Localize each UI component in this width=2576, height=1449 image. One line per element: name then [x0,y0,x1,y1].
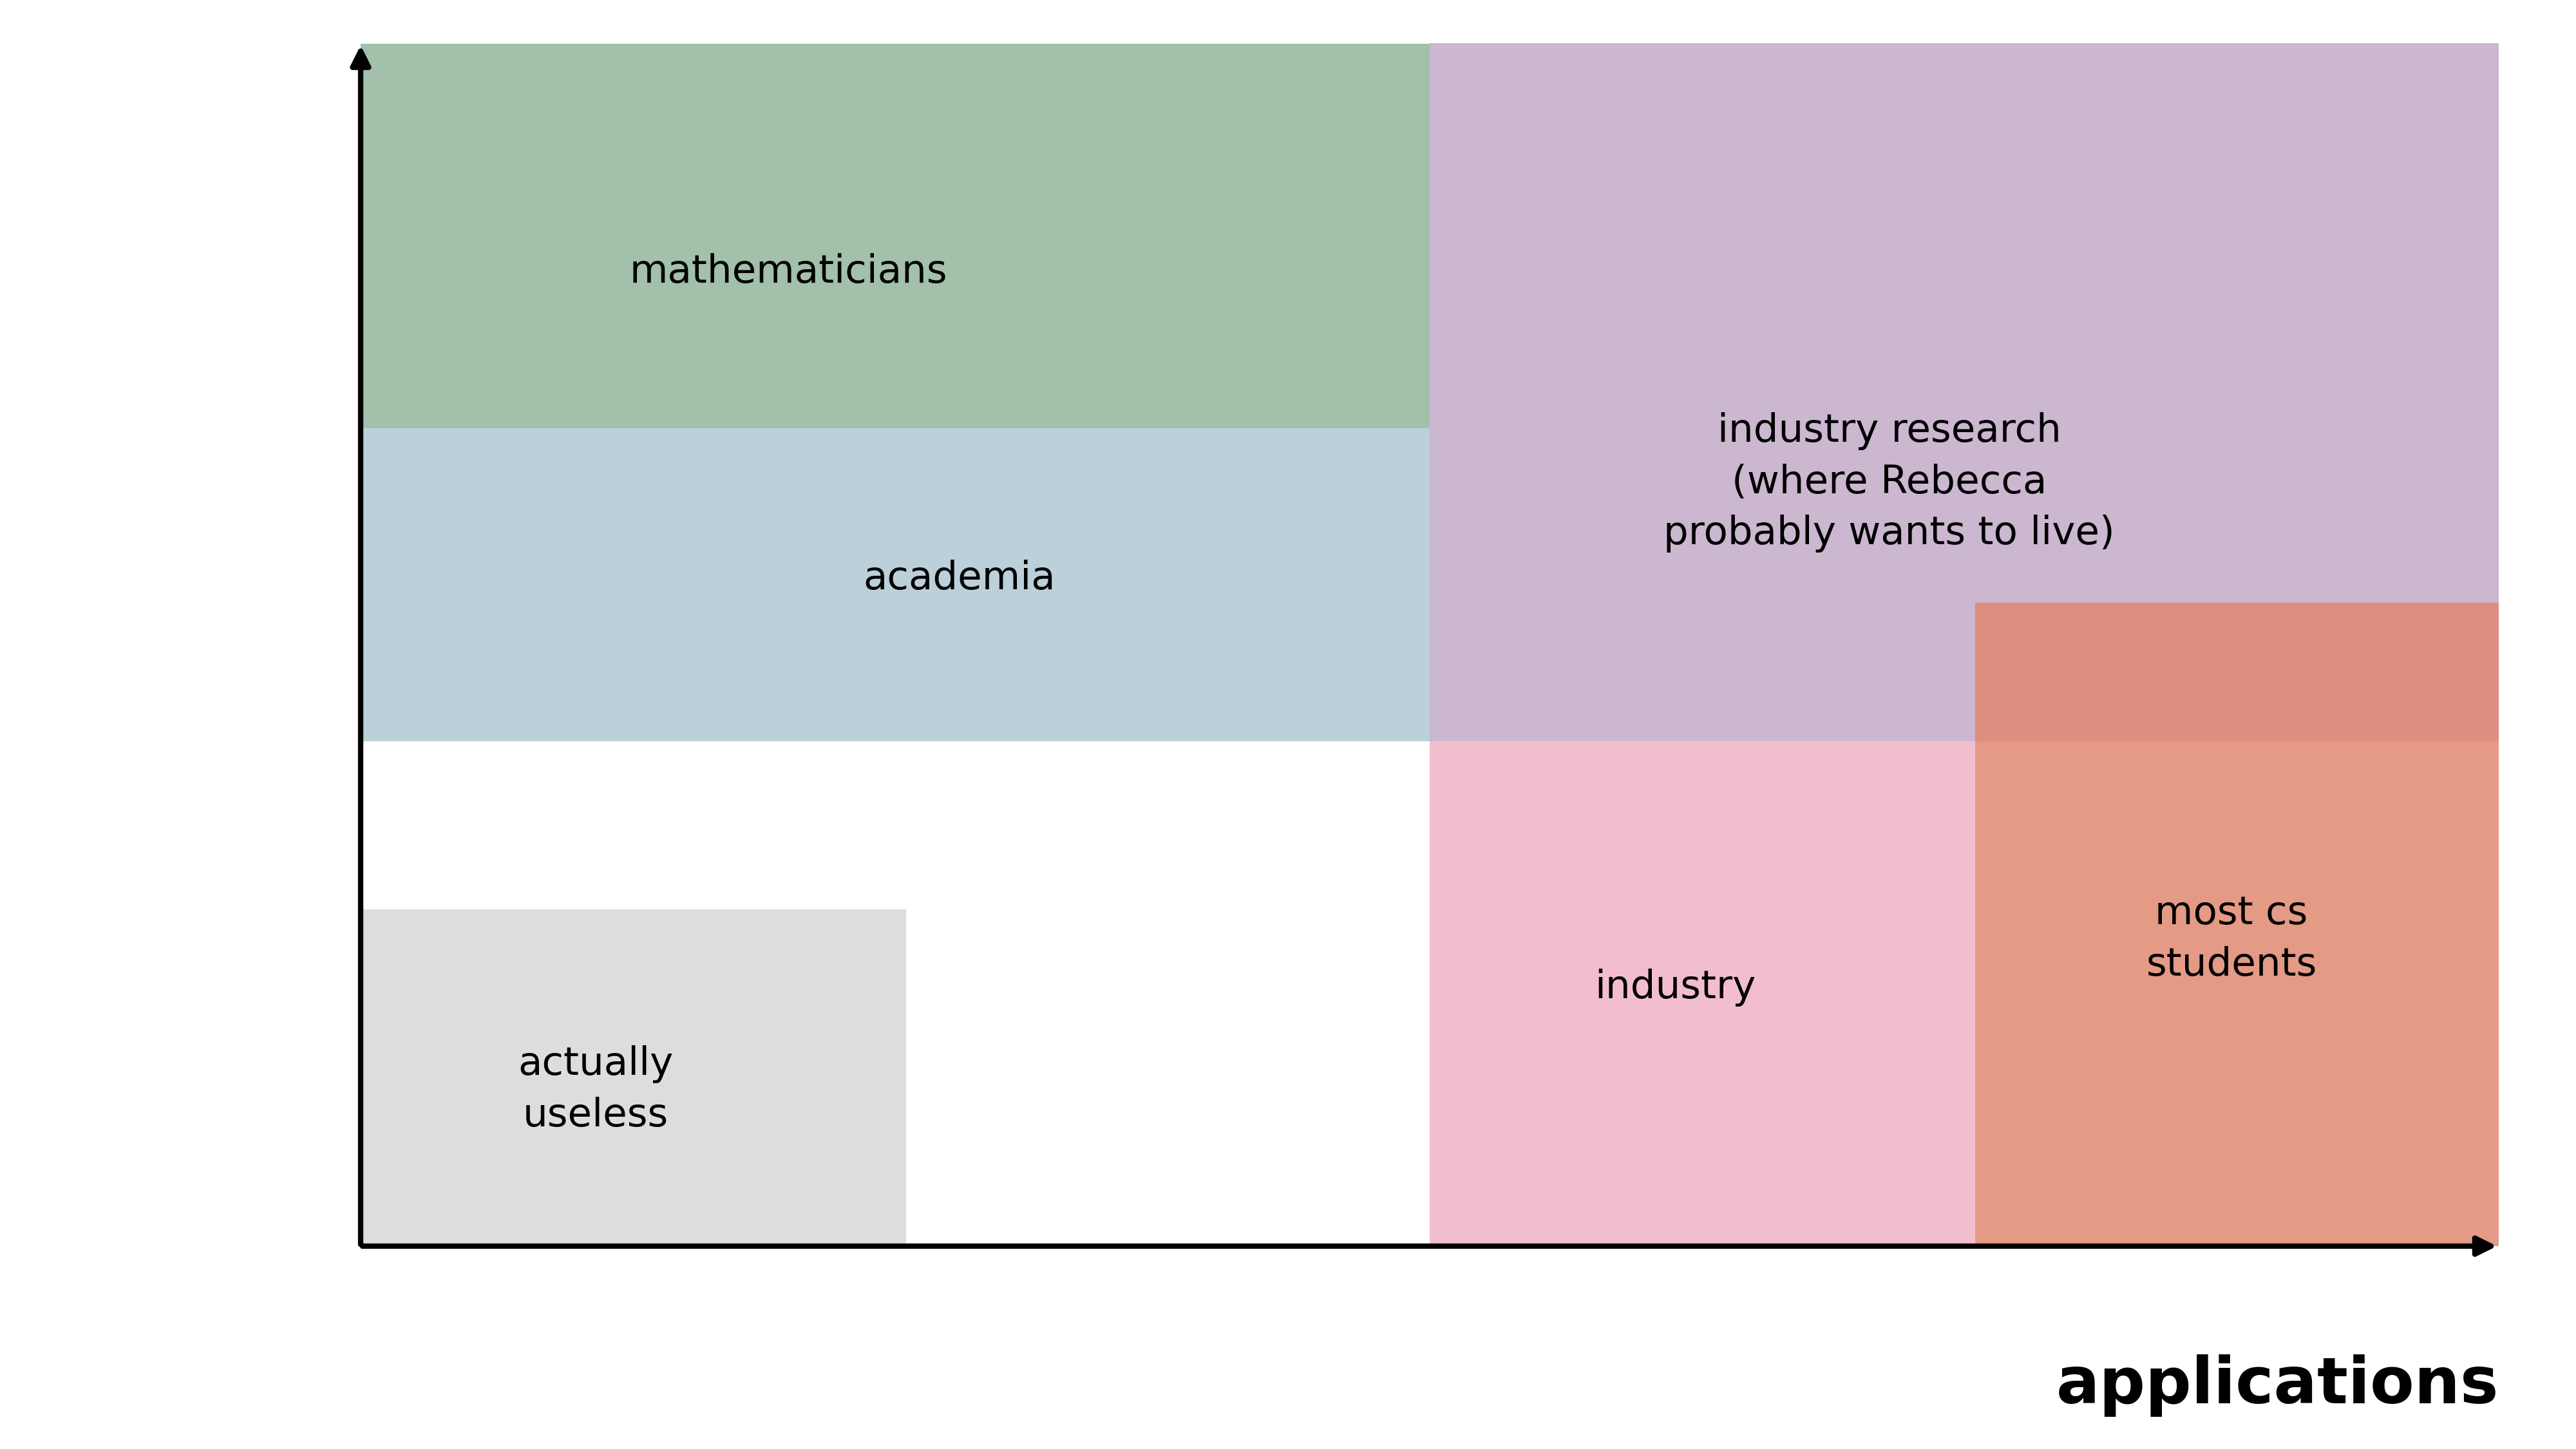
Text: applications: applications [2056,1355,2499,1417]
Text: industry: industry [1595,968,1757,1007]
Text: academia: academia [863,559,1056,597]
Bar [1430,740,1976,1246]
Bar [361,43,1430,429]
Bar [361,910,907,1246]
Text: industry research
(where Rebecca
probably wants to live): industry research (where Rebecca probabl… [1664,412,2115,552]
Bar [1976,603,2499,1246]
Text: actually
useless: actually useless [518,1045,672,1135]
Bar [361,429,1430,740]
Bar [1430,43,2499,740]
Text: most cs
students: most cs students [2146,895,2316,984]
Text: mathematicians: mathematicians [629,254,948,291]
